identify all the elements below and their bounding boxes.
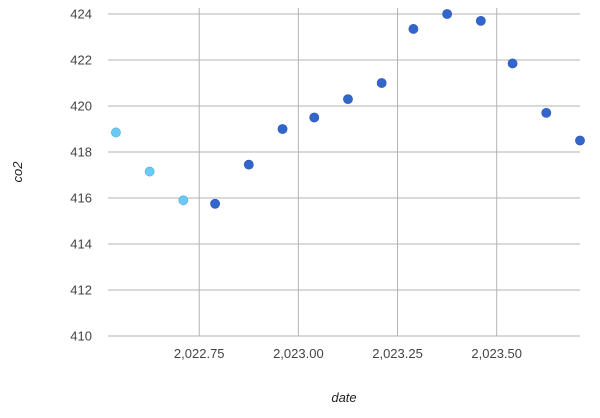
data-point [442,9,453,19]
y-tick-label: 420 [70,99,92,114]
x-tick-label: 2,023.50 [471,346,522,361]
x-axis-title: date [331,390,356,405]
y-tick-label: 418 [70,145,92,160]
data-point [210,198,220,209]
data-point [408,24,419,34]
data-point [376,78,387,88]
data-point [507,58,518,69]
x-tick-label: 2,022.75 [174,346,225,361]
horizontal-gridlines [108,13,580,337]
data-point [343,94,353,104]
y-tick-label: 412 [70,283,92,298]
y-axis-tick-labels: 410 412 414 416 418 420 422 424 [70,7,92,344]
x-tick-label: 2,023.00 [273,346,324,361]
data-point [178,195,189,206]
data-point [309,112,320,123]
data-points [111,9,585,209]
data-point [144,166,155,177]
y-tick-label: 416 [70,191,92,206]
x-tick-label: 2,023.25 [372,346,423,361]
y-axis-title: co2 [10,161,25,183]
data-point [475,15,486,26]
y-tick-label: 414 [70,237,92,252]
data-point [243,159,254,170]
data-point [575,135,585,146]
vertical-gridlines [198,8,498,336]
data-point [111,127,121,138]
y-tick-label: 422 [70,53,92,68]
y-tick-label: 424 [70,7,92,22]
x-axis-tick-labels: 2,022.75 2,023.00 2,023.25 2,023.50 [174,346,522,361]
data-point [541,108,552,118]
y-tick-label: 410 [70,329,92,344]
data-point [277,124,288,134]
